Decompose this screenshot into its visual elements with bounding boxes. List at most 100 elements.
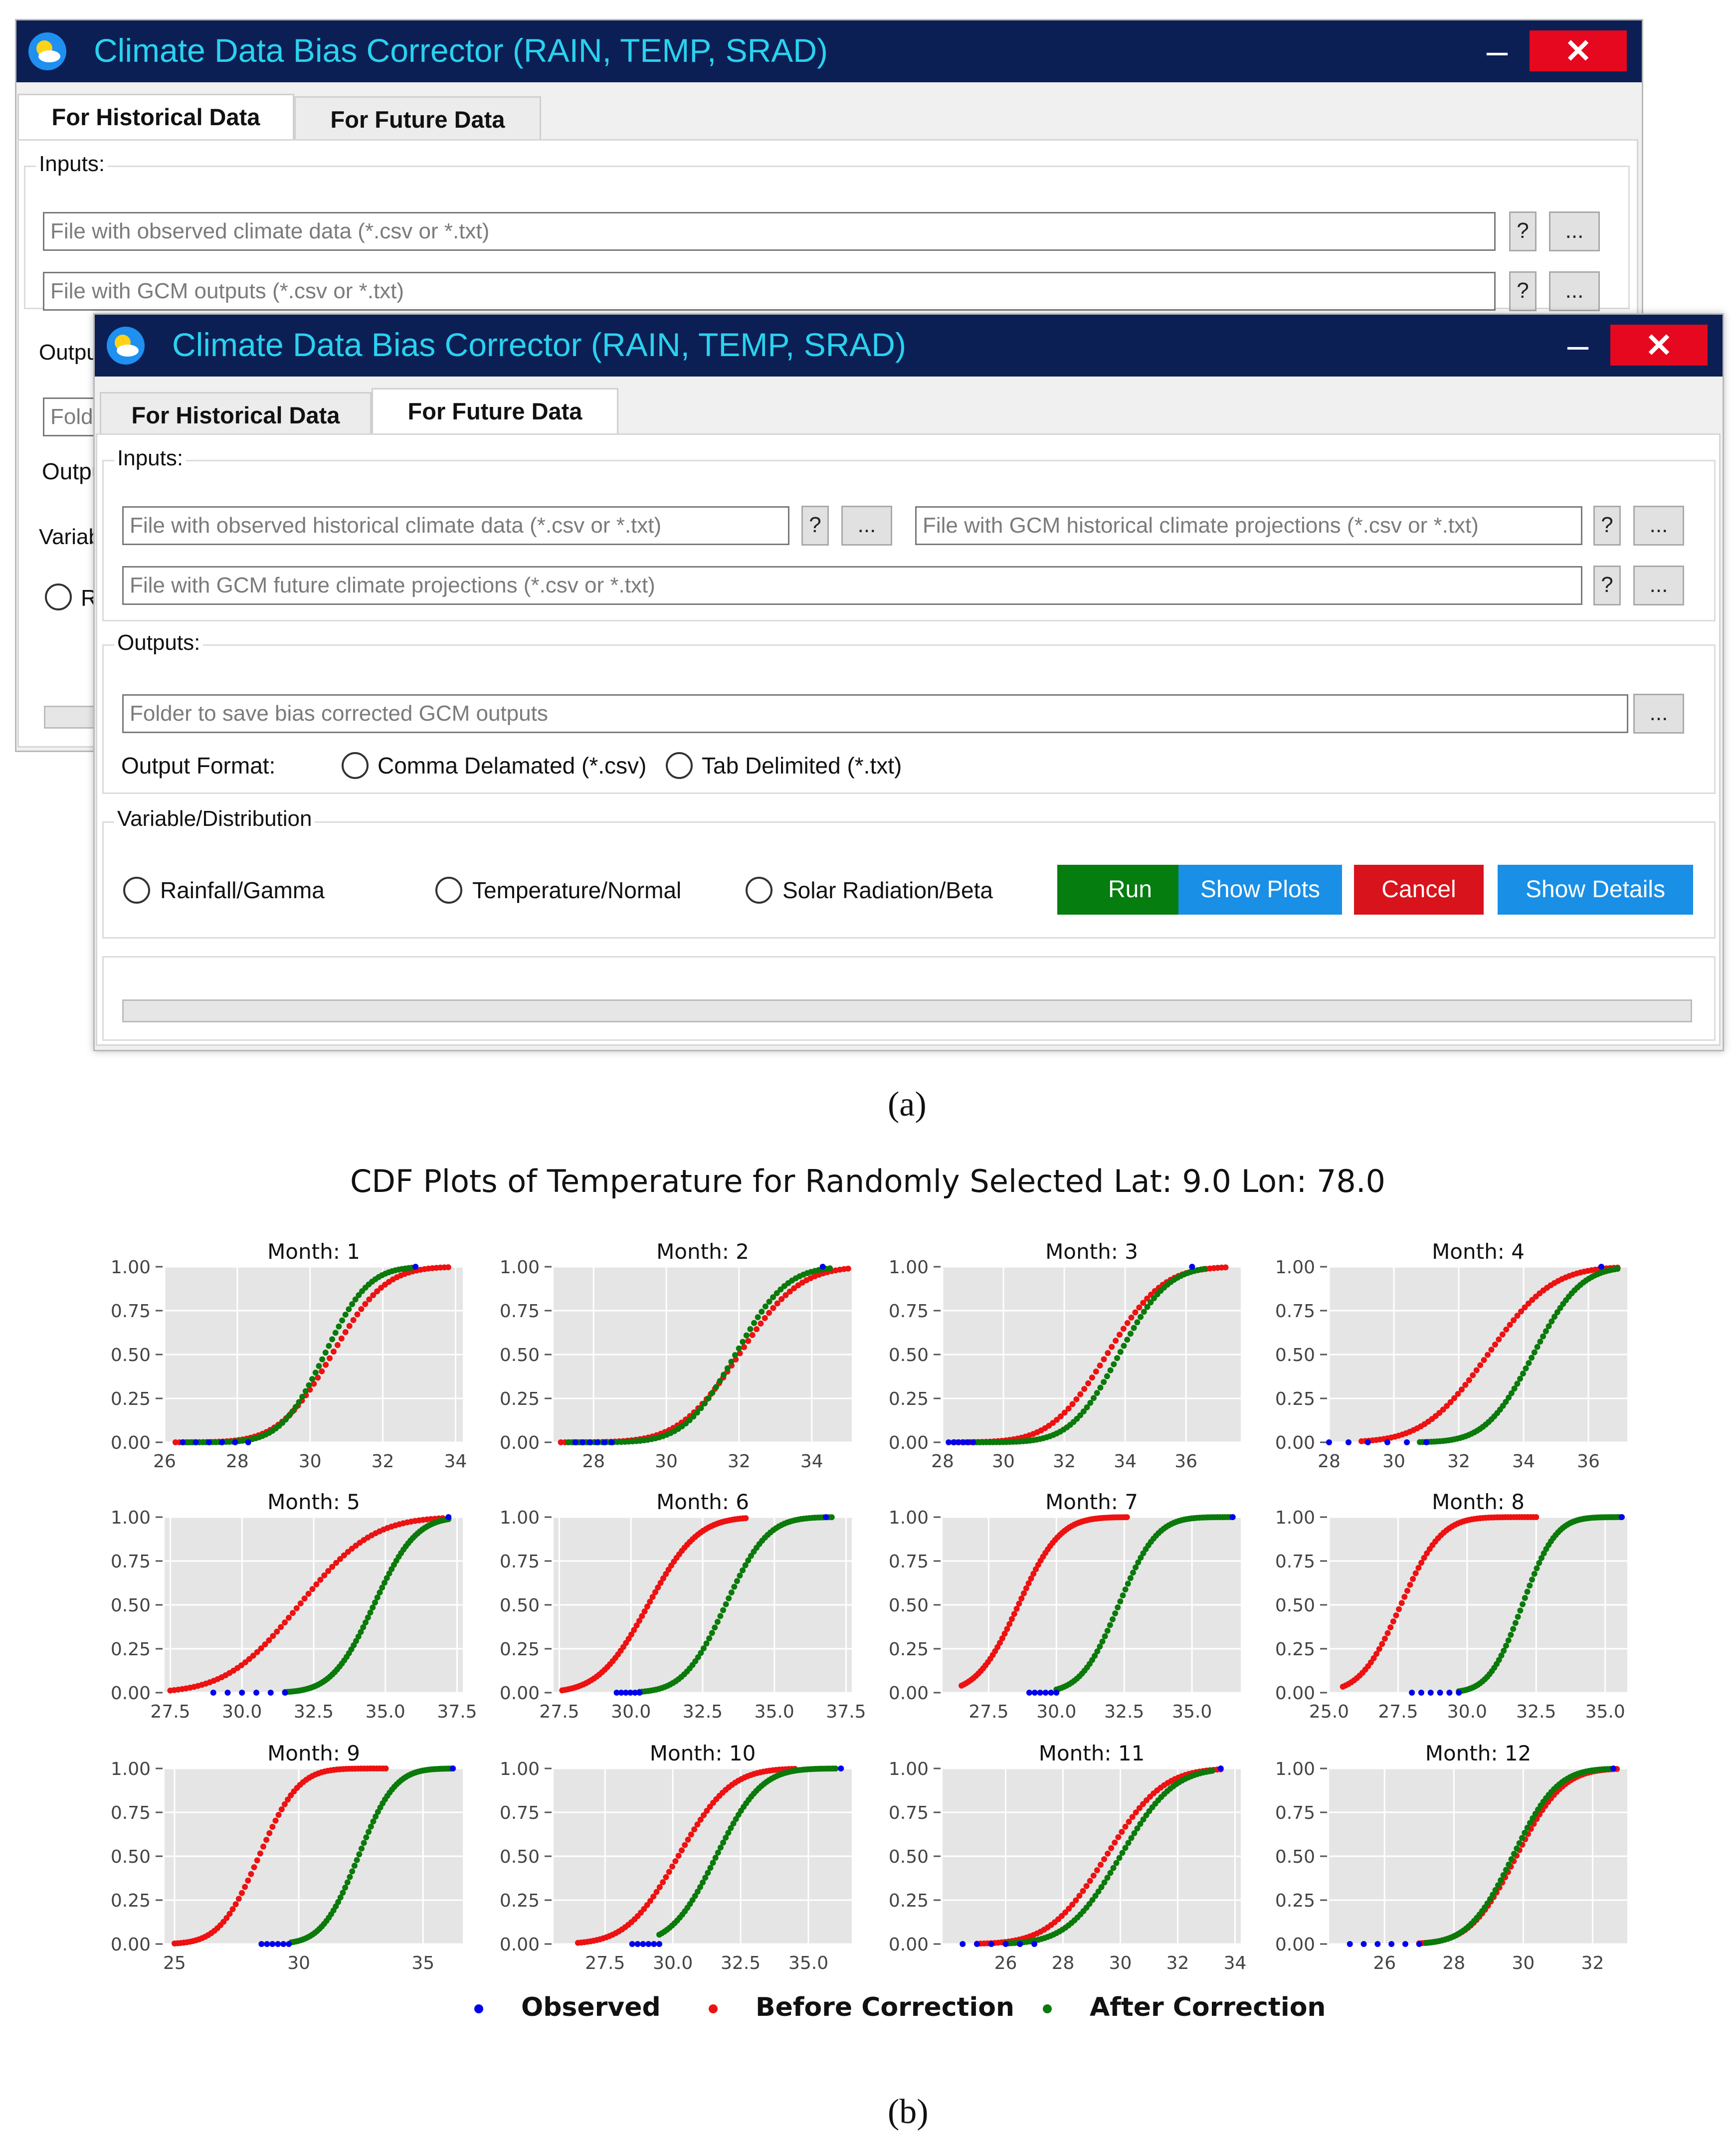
- y-tick-label: 0.50: [111, 1345, 151, 1365]
- after-correction-point: [1534, 1565, 1540, 1571]
- txt-format-radio[interactable]: [666, 752, 693, 779]
- back-minimize-button[interactable]: –: [1486, 30, 1508, 72]
- after-correction-point: [1098, 1884, 1105, 1890]
- back-rainfall-radio-partial[interactable]: [45, 584, 72, 610]
- before-correction-point: [1455, 1390, 1461, 1397]
- before-correction-point: [1097, 1862, 1104, 1868]
- y-tick-label: 1.00: [111, 1508, 151, 1528]
- show-plots-button[interactable]: Show Plots: [1178, 865, 1342, 915]
- legend-label: After Correction: [1090, 1992, 1326, 2022]
- before-correction-point: [1126, 1818, 1132, 1825]
- back-tab-future[interactable]: For Future Data: [294, 96, 541, 143]
- after-correction-point: [1127, 1575, 1134, 1581]
- after-correction-point: [702, 1400, 708, 1406]
- before-correction-point: [669, 1863, 676, 1870]
- observed-historical-browse-button[interactable]: ...: [841, 506, 892, 546]
- y-tick-label: 1.00: [500, 1508, 540, 1528]
- rainfall-gamma-radio[interactable]: [123, 877, 150, 904]
- after-correction-point: [296, 1399, 302, 1405]
- observed-point: [608, 1439, 615, 1445]
- before-correction-point: [1077, 1391, 1084, 1397]
- front-window-title: Climate Data Bias Corrector (RAIN, TEMP,…: [172, 326, 906, 363]
- gcm-future-help-button[interactable]: ?: [1593, 566, 1621, 605]
- after-correction-point: [372, 1599, 378, 1606]
- before-correction-point: [1492, 1341, 1498, 1348]
- after-correction-point: [1080, 1408, 1087, 1415]
- after-correction-point: [1115, 1604, 1121, 1610]
- output-folder-input[interactable]: Folder to save bias corrected GCM output…: [122, 694, 1628, 733]
- output-folder-browse-button[interactable]: ...: [1633, 694, 1684, 734]
- before-correction-point: [1105, 1350, 1111, 1357]
- solar-radiation-beta-radio[interactable]: [746, 877, 772, 904]
- gcm-historical-help-button[interactable]: ?: [1593, 506, 1621, 546]
- observed-point: [572, 1439, 579, 1445]
- observed-point: [1388, 1941, 1395, 1947]
- observed-point: [1365, 1439, 1371, 1445]
- x-tick-label: 35.0: [1172, 1702, 1212, 1722]
- after-correction-point: [692, 1893, 698, 1899]
- before-correction-point: [1451, 1395, 1458, 1401]
- after-correction-point: [339, 1317, 346, 1324]
- after-correction-point: [734, 1578, 740, 1584]
- observed-point: [1229, 1514, 1236, 1520]
- observed-point: [1037, 1690, 1043, 1696]
- before-correction-point: [317, 1576, 324, 1583]
- observed-point: [1446, 1690, 1453, 1696]
- show-details-button[interactable]: Show Details: [1498, 865, 1693, 915]
- y-tick-label: 0.00: [111, 1433, 151, 1453]
- back-gcm-help-button[interactable]: ?: [1509, 271, 1537, 311]
- observed-point: [450, 1765, 456, 1771]
- back-observed-help-button[interactable]: ?: [1509, 211, 1537, 251]
- x-tick-label: 28: [1052, 1953, 1075, 1973]
- observed-historical-help-button[interactable]: ?: [801, 506, 829, 546]
- back-tab-historical[interactable]: For Historical Data: [17, 94, 294, 141]
- before-correction-point: [663, 1874, 669, 1880]
- before-correction-point: [1101, 1356, 1107, 1363]
- x-tick-label: 27.5: [1378, 1702, 1418, 1722]
- gcm-historical-file-input[interactable]: File with GCM historical climate project…: [915, 506, 1582, 545]
- before-correction-point: [999, 1635, 1005, 1642]
- gcm-future-browse-button[interactable]: ...: [1633, 566, 1684, 605]
- observed-point: [1360, 1941, 1367, 1947]
- observed-point: [1042, 1690, 1049, 1696]
- before-correction-point: [672, 1858, 679, 1864]
- front-close-button[interactable]: ✕: [1610, 325, 1708, 366]
- before-correction-point: [342, 1329, 349, 1336]
- back-gcm-browse-button[interactable]: ...: [1549, 271, 1600, 311]
- csv-format-radio[interactable]: [342, 752, 369, 779]
- after-correction-point: [695, 1654, 701, 1660]
- observed-point: [1416, 1941, 1422, 1947]
- before-correction-point: [270, 1633, 276, 1639]
- front-minimize-button[interactable]: –: [1567, 324, 1589, 367]
- gcm-historical-browse-button[interactable]: ...: [1633, 506, 1684, 546]
- cancel-button[interactable]: Cancel: [1354, 865, 1484, 915]
- back-inputs-title: Inputs:: [36, 152, 108, 177]
- before-correction-point: [1507, 1322, 1513, 1328]
- after-correction-point: [1119, 1850, 1126, 1856]
- after-correction-point: [1107, 1870, 1114, 1876]
- gcm-future-file-input[interactable]: File with GCM future climate projections…: [122, 566, 1582, 605]
- front-tab-future[interactable]: For Future Data: [372, 388, 618, 435]
- after-correction-point: [1095, 1888, 1102, 1895]
- y-tick-label: 1.00: [1275, 1257, 1315, 1278]
- after-correction-point: [1498, 1877, 1504, 1884]
- before-correction-point: [329, 1563, 336, 1570]
- temperature-normal-radio[interactable]: [435, 877, 462, 904]
- x-tick-label: 32.5: [1104, 1702, 1144, 1722]
- before-correction-point: [286, 1614, 292, 1621]
- before-correction-point: [694, 1821, 701, 1828]
- observed-historical-file-input[interactable]: File with observed historical climate da…: [122, 506, 789, 545]
- observed-point: [282, 1690, 288, 1696]
- back-observed-file-input[interactable]: File with observed climate data (*.csv o…: [43, 212, 1496, 251]
- before-correction-point: [1023, 1585, 1029, 1591]
- back-close-button[interactable]: ✕: [1530, 30, 1627, 71]
- after-correction-point: [1543, 1328, 1549, 1335]
- front-tab-historical[interactable]: For Historical Data: [100, 392, 372, 439]
- after-correction-point: [336, 1323, 342, 1330]
- back-gcm-file-input[interactable]: File with GCM outputs (*.csv or *.txt): [43, 272, 1496, 311]
- after-correction-point: [1097, 1643, 1103, 1650]
- back-observed-browse-button[interactable]: ...: [1549, 211, 1600, 251]
- after-correction-point: [1102, 1633, 1108, 1639]
- before-correction-point: [655, 1584, 661, 1591]
- after-correction-point: [1515, 1613, 1521, 1620]
